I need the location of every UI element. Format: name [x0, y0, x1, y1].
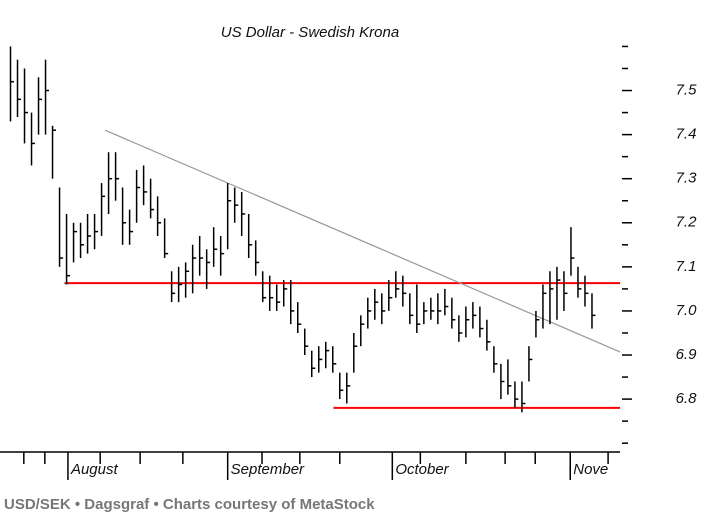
- y-tick-label: 7.1: [676, 258, 697, 275]
- y-tick-label: 6.8: [676, 390, 698, 407]
- y-tick-label: 7.0: [676, 302, 698, 319]
- chart-title: US Dollar - Swedish Krona: [221, 24, 399, 41]
- x-tick-label: August: [70, 461, 119, 478]
- y-tick-label: 7.3: [676, 170, 698, 187]
- y-tick-label: 6.9: [676, 346, 698, 363]
- reference-line: [104, 129, 621, 353]
- caption: USD/SEK • Dagsgraf • Charts courtesy of …: [4, 496, 375, 513]
- y-tick-label: 7.4: [676, 126, 697, 143]
- x-tick-label: September: [231, 461, 305, 478]
- y-tick-label: 7.5: [676, 81, 698, 98]
- x-tick-label: October: [395, 461, 449, 478]
- x-tick-label: Nove: [573, 461, 608, 478]
- y-tick-label: 7.2: [676, 214, 698, 231]
